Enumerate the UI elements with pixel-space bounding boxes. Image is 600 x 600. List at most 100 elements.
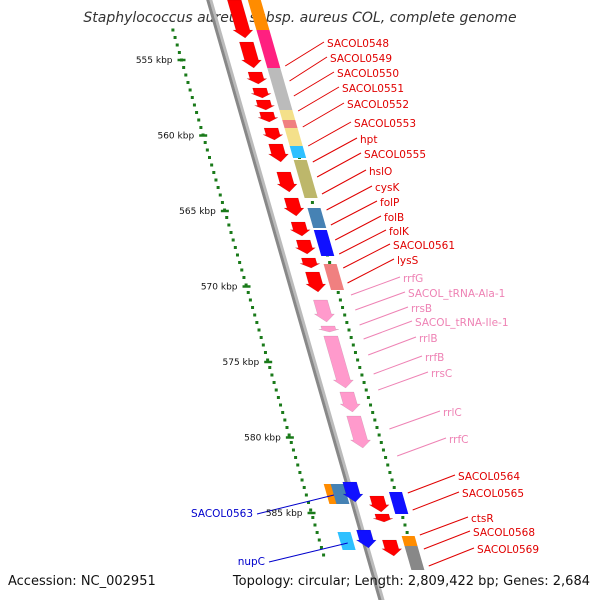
rail-dot-left bbox=[315, 531, 319, 534]
rail-dot-right bbox=[375, 426, 379, 429]
gene-label: SACOL0565 bbox=[462, 488, 524, 500]
protein-gene-arrow bbox=[380, 539, 403, 557]
leader-line bbox=[312, 137, 358, 163]
rail-dot-right bbox=[366, 396, 370, 399]
rail-dot-right bbox=[349, 336, 353, 339]
rail-dot-left bbox=[175, 43, 179, 47]
protein-gene-arrow bbox=[295, 239, 317, 255]
rail-dot-left bbox=[248, 298, 252, 302]
function-block bbox=[289, 146, 307, 158]
rail-dot-right bbox=[377, 433, 381, 437]
leader-line bbox=[347, 258, 395, 284]
rail-dot-left bbox=[205, 148, 209, 152]
rail-dot-left bbox=[283, 418, 287, 422]
label-leaders bbox=[256, 41, 475, 567]
rail-dot-left bbox=[294, 456, 298, 459]
rna-gene-arrow bbox=[318, 325, 339, 333]
gene-label: SACOL0550 bbox=[337, 68, 399, 80]
gene-label: SACOL0553 bbox=[354, 118, 416, 130]
leader-line bbox=[326, 185, 373, 211]
rail-dot-right bbox=[356, 358, 360, 362]
rail-dot-right bbox=[364, 388, 368, 392]
scale-ticks: 555 kbp 560 kbp 565 kbp 570 kbp 575 kbp 580 k… bbox=[136, 56, 316, 519]
rail-dot-left bbox=[311, 516, 315, 519]
leader-line bbox=[419, 516, 469, 536]
rail-dot-right bbox=[353, 351, 357, 354]
rail-dot-right bbox=[405, 531, 409, 534]
accession-text: Accession: NC_002951 bbox=[8, 574, 156, 589]
rail-dot-left bbox=[281, 411, 285, 414]
gene-label: rrfC bbox=[449, 434, 468, 446]
gene-label: rrsC bbox=[431, 368, 452, 380]
rail-dot-left bbox=[229, 231, 233, 234]
rail-dot-left bbox=[182, 66, 186, 69]
function-block bbox=[279, 110, 296, 120]
gene-label-left: nupC bbox=[238, 556, 265, 568]
gene-label: SACOL0569 bbox=[477, 544, 539, 556]
rail-dot-left bbox=[235, 253, 239, 257]
rail-dot-right bbox=[336, 291, 340, 294]
rail-dot-left bbox=[307, 501, 311, 504]
rail-dot-left bbox=[220, 201, 224, 204]
rail-dot-right bbox=[379, 441, 383, 444]
rail-dot-left bbox=[203, 141, 207, 144]
reverse-gene-arrow bbox=[355, 529, 377, 549]
gene-label: SACOL0549 bbox=[330, 53, 392, 65]
rail-dot-right bbox=[388, 471, 392, 474]
rail-dot-left bbox=[177, 51, 181, 54]
rail-dot-left bbox=[274, 388, 278, 392]
rail-dot-left bbox=[218, 193, 222, 197]
gene-label: rrlC bbox=[443, 407, 462, 419]
leader-line bbox=[423, 530, 471, 550]
gene-label: SACOL_tRNA-Ala-1 bbox=[408, 288, 505, 300]
function-block bbox=[313, 230, 335, 256]
function-block bbox=[389, 492, 409, 514]
function-block bbox=[323, 264, 345, 290]
rail-dot-left bbox=[313, 523, 317, 527]
rail-dot-right bbox=[371, 411, 375, 414]
leader-line bbox=[412, 491, 460, 511]
rail-dot-left bbox=[263, 351, 267, 354]
leader-line bbox=[284, 41, 325, 67]
rail-dot-left bbox=[309, 508, 313, 512]
rail-dot-left bbox=[298, 471, 302, 474]
gene-label: SACOL_tRNA-Ile-1 bbox=[415, 317, 509, 329]
leader-line bbox=[363, 320, 413, 340]
protein-gene-arrow bbox=[257, 111, 279, 123]
leader-line bbox=[330, 200, 378, 226]
rna-gene-arrow bbox=[313, 299, 336, 323]
rail-dot-left bbox=[238, 261, 242, 264]
protein-gene-arrow bbox=[251, 87, 272, 99]
rail-dot-left bbox=[214, 178, 218, 182]
protein-gene-arrow bbox=[368, 495, 390, 513]
leader-line bbox=[342, 243, 391, 269]
rail-dot-right bbox=[310, 201, 314, 204]
gene-label: hpt bbox=[360, 134, 377, 146]
rail-dot-left bbox=[195, 111, 199, 114]
rail-dot-left bbox=[244, 283, 248, 287]
rail-dot-left bbox=[188, 88, 192, 92]
gene-label: SACOL0568 bbox=[473, 527, 535, 539]
rail-dot-left bbox=[246, 291, 250, 294]
rail-dot-left bbox=[216, 186, 220, 189]
rail-dot-left bbox=[190, 96, 194, 99]
gene-label: SACOL0555 bbox=[364, 149, 426, 161]
rail-dot-right bbox=[338, 298, 342, 302]
leader-line bbox=[378, 371, 429, 391]
leader-line bbox=[368, 336, 417, 356]
rail-dot-left bbox=[251, 306, 255, 309]
rail-dot-left bbox=[291, 448, 295, 452]
function-block bbox=[267, 68, 293, 110]
rail-dot-left bbox=[233, 246, 237, 249]
rail-dot-right bbox=[403, 523, 407, 527]
gene-label-left: SACOL0563 bbox=[191, 508, 253, 520]
topology-text: Topology: circular; Length: 2,809,422 bp… bbox=[232, 574, 590, 589]
reverse-gene-arrow bbox=[342, 481, 364, 503]
rail-dot-right bbox=[373, 418, 377, 422]
rail-dot-left bbox=[186, 81, 190, 84]
function-block bbox=[404, 546, 425, 570]
rail-dot-left bbox=[227, 223, 231, 227]
rail-dot-right bbox=[360, 373, 364, 377]
rail-dot-left bbox=[231, 238, 235, 242]
